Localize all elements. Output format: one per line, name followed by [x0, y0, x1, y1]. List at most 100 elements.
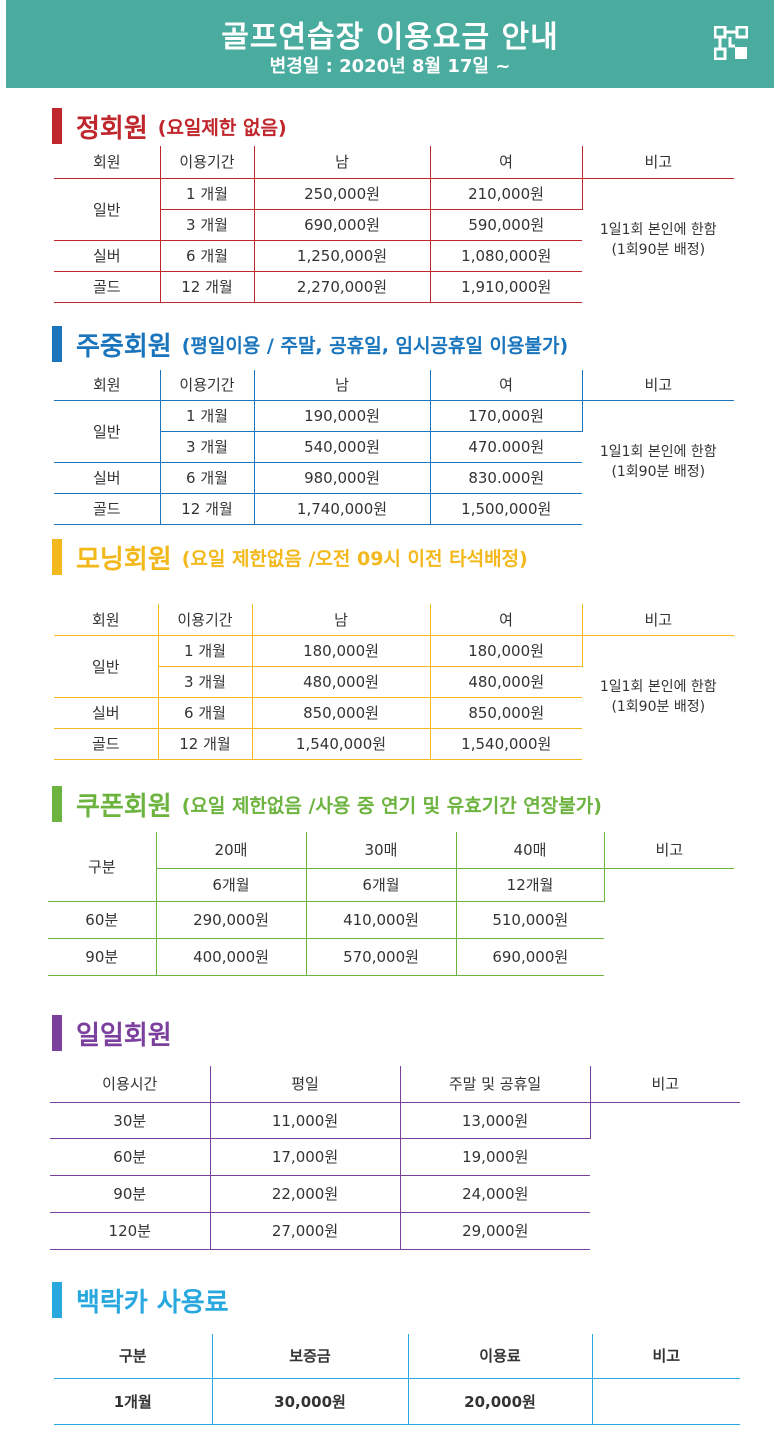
daily-fee-table: 이용시간 평일 주말 및 공휴일 비고 30분 11,000원 13,000원 …: [50, 1066, 740, 1250]
male-fee: 1,540,000원: [252, 728, 431, 760]
time-cell: 120분: [50, 1212, 211, 1250]
coupon-validity: 6개월: [306, 868, 457, 902]
column-header: 회원: [54, 604, 159, 636]
column-header: 이용료: [408, 1334, 593, 1379]
weekend-fee: 29,000원: [400, 1212, 590, 1250]
female-fee: 480,000원: [430, 666, 582, 698]
remark-cell: [590, 1102, 740, 1249]
column-header: 비고: [590, 1066, 740, 1103]
column-header: 여: [430, 370, 583, 401]
period-cell: 3 개월: [160, 431, 255, 463]
coupon-fee: 400,000원: [156, 938, 307, 976]
column-header: 보증금: [212, 1334, 409, 1379]
deposit-fee: 30,000원: [212, 1378, 409, 1425]
male-fee: 540,000원: [254, 431, 431, 463]
column-header: 비고: [582, 604, 734, 636]
member-type: 골드: [54, 728, 159, 760]
section-marker: [52, 1282, 62, 1318]
coupon-fee: 290,000원: [156, 901, 307, 939]
remark-cell: [592, 1378, 740, 1425]
female-fee: 470.000원: [430, 431, 582, 463]
section-marker: [52, 539, 62, 575]
remark-text: (1회90분 배정): [611, 464, 706, 481]
male-fee: 180,000원: [252, 635, 431, 667]
column-header: 비고: [582, 370, 734, 401]
time-cell: 90분: [50, 1175, 211, 1213]
coupon-count: 40매: [456, 832, 605, 869]
column-header: 여: [430, 146, 583, 179]
period-cell: 3 개월: [158, 666, 253, 698]
male-fee: 2,270,000원: [254, 271, 431, 303]
column-header: 회원: [54, 370, 161, 401]
member-type: 골드: [54, 493, 161, 525]
weekday-fee: 27,000원: [210, 1212, 401, 1250]
period-cell: 6 개월: [160, 240, 255, 272]
locker-fee-heading: 백락카 사용료: [52, 1280, 229, 1320]
member-type: 일반: [54, 178, 161, 241]
member-type: 일반: [54, 635, 159, 698]
time-cell: 60분: [50, 1138, 211, 1176]
section-note: (요일 제한없음 /사용 중 연기 및 유효기간 연장불가): [181, 794, 602, 817]
period-cell: 1 개월: [158, 635, 253, 667]
remark-text: (1회90분 배정): [611, 699, 706, 716]
column-header: 구분: [48, 832, 157, 902]
usage-fee: 20,000원: [408, 1378, 593, 1425]
column-header: 구분: [54, 1334, 213, 1379]
period-cell: 1 개월: [160, 178, 255, 210]
column-header: 이용시간: [50, 1066, 211, 1103]
weekend-fee: 19,000원: [400, 1138, 590, 1176]
remark-text: (1회90분 배정): [611, 242, 706, 259]
section-marker: [52, 326, 62, 362]
row-label: 1개월: [54, 1378, 213, 1425]
column-header: 이용기간: [158, 604, 253, 636]
period-cell: 12 개월: [160, 493, 255, 525]
male-fee: 1,740,000원: [254, 493, 431, 525]
section-name: 모닝회원: [76, 544, 172, 575]
weekend-fee: 24,000원: [400, 1175, 590, 1213]
qr-code-icon[interactable]: [714, 26, 748, 60]
male-fee: 980,000원: [254, 462, 431, 494]
section-note: (요일제한 없음): [157, 116, 287, 139]
period-cell: 6 개월: [158, 697, 253, 729]
section-name: 주중회원: [76, 331, 172, 362]
time-cell: 30분: [50, 1102, 211, 1139]
effective-date: 변경일 : 2020년 8월 17일 ~: [269, 56, 511, 77]
female-fee: 1,910,000원: [430, 271, 582, 303]
member-type: 골드: [54, 271, 161, 303]
weekday-fee: 11,000원: [210, 1102, 401, 1139]
column-header: 남: [254, 146, 431, 179]
female-fee: 850,000원: [430, 697, 582, 729]
coupon-fee-table: 구분 20매 30매 40매 비고 6개월 6개월 12개월 60분 290,0…: [48, 832, 734, 976]
coupon-count: 30매: [306, 832, 457, 869]
male-fee: 690,000원: [254, 209, 431, 241]
morning-fee-table: 회원 이용기간 남 여 비고 일반 1 개월 180,000원 180,000원…: [54, 604, 734, 760]
member-type: 실버: [54, 462, 161, 494]
weekday-fee: 17,000원: [210, 1138, 401, 1176]
remark-cell: 1일1회 본인에 한함 (1회90분 배정): [582, 178, 734, 302]
locker-fee-table: 구분 보증금 이용료 비고 1개월 30,000원 20,000원: [54, 1334, 740, 1425]
weekday-member-heading: 주중회원 (평일이용 / 주말, 공휴일, 임시공휴일 이용불가): [52, 324, 568, 364]
column-header: 비고: [582, 146, 734, 179]
section-note: (평일이용 / 주말, 공휴일, 임시공휴일 이용불가): [181, 334, 569, 357]
member-type: 실버: [54, 697, 159, 729]
column-header: 남: [252, 604, 431, 636]
coupon-fee: 570,000원: [306, 938, 457, 976]
coupon-count: 20매: [156, 832, 307, 869]
member-type: 실버: [54, 240, 161, 272]
column-header: 여: [430, 604, 583, 636]
regular-fee-table: 회원 이용기간 남 여 비고 일반 1 개월 250,000원 210,000원…: [54, 146, 734, 303]
male-fee: 190,000원: [254, 400, 431, 432]
section-marker: [52, 786, 62, 822]
period-cell: 3 개월: [160, 209, 255, 241]
page-title: 골프연습장 이용요금 안내: [221, 20, 559, 55]
weekday-fee-table: 회원 이용기간 남 여 비고 일반 1 개월 190,000원 170,000원…: [54, 370, 734, 525]
morning-member-heading: 모닝회원 (요일 제한없음 /오전 09시 이전 타석배정): [52, 537, 528, 577]
section-marker: [52, 108, 62, 144]
column-header: 회원: [54, 146, 161, 179]
row-label: 60분: [48, 901, 157, 939]
weekend-fee: 13,000원: [400, 1102, 591, 1139]
member-type: 일반: [54, 400, 161, 463]
coupon-fee: 410,000원: [306, 901, 457, 939]
coupon-validity: 12개월: [456, 868, 605, 902]
page-header: 골프연습장 이용요금 안내 변경일 : 2020년 8월 17일 ~: [6, 0, 774, 88]
